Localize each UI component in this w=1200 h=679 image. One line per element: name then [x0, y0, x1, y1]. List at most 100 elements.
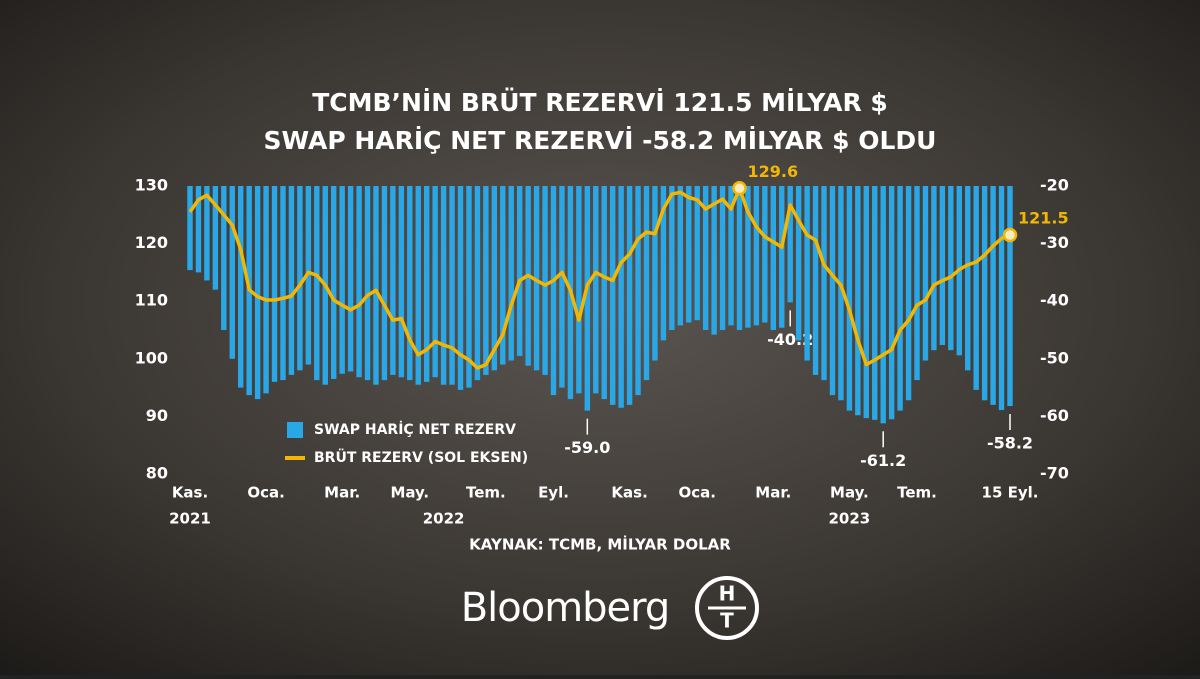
- y-tick-label: 80: [146, 464, 168, 483]
- bar: [804, 186, 810, 361]
- source: KAYNAK: TCMB, MİLYAR DOLAR: [469, 535, 731, 554]
- chart-title: TCMB’NİN BRÜT REZERVİ 121.5 MİLYAR $: [312, 87, 888, 117]
- legend-swatch: [287, 422, 303, 438]
- bar: [187, 186, 193, 271]
- bar: [500, 186, 506, 365]
- bar: [373, 186, 379, 385]
- y2-tick-label: -50: [1040, 348, 1069, 367]
- bar: [914, 186, 920, 381]
- legend-label: SWAP HARİÇ NET REZERV: [314, 421, 516, 438]
- x-tick-label: Mar.: [755, 484, 791, 502]
- bar: [550, 186, 557, 396]
- bar: [449, 186, 455, 385]
- data-label: -58.2: [987, 434, 1033, 453]
- bar: [905, 186, 912, 401]
- bar: [364, 186, 371, 381]
- bar: [432, 186, 438, 378]
- data-label: 129.6: [747, 162, 798, 181]
- logo-letter: H: [719, 582, 736, 606]
- x-tick-label: Kas.: [172, 484, 208, 502]
- bar: [508, 186, 514, 361]
- bar: [643, 186, 650, 381]
- bar: [872, 186, 878, 420]
- year-label: 2022: [423, 510, 465, 528]
- y2-tick-label: -70: [1040, 464, 1069, 483]
- bar: [601, 186, 607, 400]
- bar: [990, 186, 996, 405]
- bar: [516, 186, 523, 356]
- bar: [195, 186, 202, 273]
- bar: [686, 186, 692, 323]
- bar: [812, 186, 819, 375]
- x-tick-label: May.: [830, 484, 869, 502]
- bar: [609, 186, 616, 405]
- bar: [238, 186, 244, 388]
- data-label: -40.2: [767, 330, 813, 349]
- bar: [965, 186, 971, 371]
- bar: [1007, 186, 1013, 407]
- bar: [702, 186, 709, 330]
- bar: [779, 186, 785, 328]
- bar: [795, 186, 802, 341]
- bar: [880, 186, 886, 424]
- y-tick-label: 130: [135, 176, 168, 195]
- bar: [280, 186, 286, 381]
- bar: [838, 186, 844, 401]
- bar: [559, 186, 565, 388]
- bar: [491, 186, 498, 371]
- x-tick-label: Tem.: [466, 484, 506, 502]
- bar: [263, 186, 269, 394]
- year-label: 2023: [829, 510, 871, 528]
- bar: [652, 186, 658, 361]
- y2-tick-label: -40: [1040, 291, 1069, 310]
- bar: [398, 186, 405, 378]
- bar: [821, 186, 827, 381]
- bar: [221, 186, 227, 330]
- bar: [998, 186, 1005, 411]
- bar: [584, 186, 591, 411]
- bar: [407, 186, 413, 381]
- y-tick-label: 120: [135, 233, 168, 252]
- bar: [863, 186, 869, 419]
- y2-tick-label: -30: [1040, 233, 1069, 252]
- bar: [212, 186, 219, 290]
- bar: [694, 186, 700, 321]
- bar: [660, 186, 667, 341]
- bar: [339, 186, 345, 374]
- bar: [939, 186, 946, 345]
- x-tick-label: 15 Eyl.: [982, 484, 1039, 502]
- bar: [677, 186, 684, 326]
- bar: [948, 186, 954, 351]
- bar: [981, 186, 988, 401]
- bar: [745, 186, 751, 328]
- bar: [466, 186, 472, 388]
- y2-tick-label: -20: [1040, 176, 1069, 195]
- logo-letter: T: [720, 609, 734, 633]
- data-label: -61.2: [860, 451, 906, 470]
- y-tick-label: 90: [146, 406, 168, 425]
- bar: [888, 186, 895, 420]
- y-tick-label: 110: [135, 291, 168, 310]
- x-tick-label: Kas.: [611, 484, 647, 502]
- chart-title: SWAP HARİÇ NET REZERVİ -58.2 MİLYAR $ OL…: [264, 125, 937, 155]
- bar: [711, 186, 717, 335]
- bar: [457, 186, 464, 390]
- bar: [973, 186, 979, 390]
- bar: [719, 186, 726, 330]
- bar: [331, 186, 337, 379]
- x-tick-label: Eyl.: [538, 484, 569, 502]
- bar: [770, 186, 777, 330]
- bar: [271, 186, 278, 382]
- data-label: 121.5: [1018, 208, 1069, 227]
- x-tick-label: Oca.: [678, 484, 715, 502]
- bar: [440, 186, 447, 385]
- bar: [288, 186, 295, 375]
- bar: [356, 186, 362, 378]
- bar: [297, 186, 303, 371]
- bar: [483, 186, 489, 375]
- bar: [542, 186, 548, 375]
- bar: [347, 186, 354, 372]
- bar: [618, 186, 624, 408]
- bar: [829, 186, 836, 396]
